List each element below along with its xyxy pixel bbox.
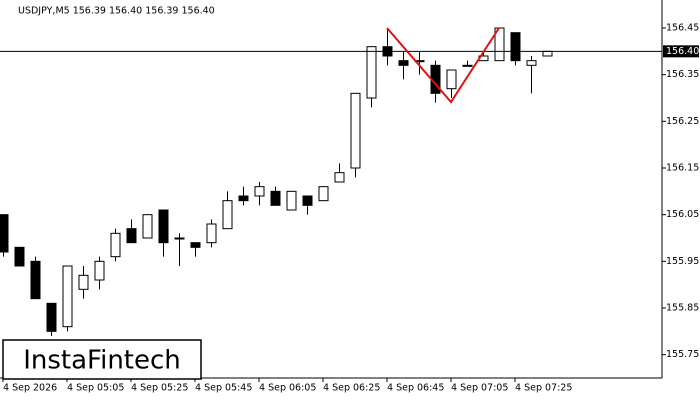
x-tick-label: 4 Sep 07:25 [515,383,572,394]
x-tick-label: 4 Sep 05:45 [195,383,252,394]
x-tick-label: 4 Sep 06:45 [387,383,444,394]
chart-title: USDJPY,M5 156.39 156.40 156.39 156.40 [18,6,215,17]
x-tick-label: 4 Sep 06:25 [323,383,380,394]
x-tick-label: 4 Sep 05:05 [67,383,124,394]
y-tick-label: 155.75 [666,349,699,360]
candle-body [174,237,185,240]
candle-body [286,190,297,211]
candle-body [14,246,25,267]
candle-body [302,195,313,206]
candle-body [318,186,329,202]
y-tick-label: 156.15 [666,163,699,174]
candle-body [126,228,137,244]
y-tick-label: 156.25 [666,116,699,127]
candle-body [526,60,537,66]
candle-body [542,50,553,57]
candle-body [30,260,41,300]
candle-body [270,190,281,206]
candle-body [0,214,9,253]
candle-body [46,302,57,332]
candle-body [238,195,249,202]
candle-body [62,265,73,328]
candle-body [110,232,121,258]
x-tick-label: 4 Sep 2026 [3,383,57,394]
candle-body [510,32,521,62]
candle-body [462,64,473,67]
candle-body [94,260,105,281]
x-tick-label: 4 Sep 05:25 [131,383,188,394]
current-price-box [663,45,699,58]
candle-body [494,27,505,62]
current-price-label: 156.40 [666,46,699,57]
x-tick-label: 4 Sep 07:05 [451,383,508,394]
candle-body [366,46,377,99]
candle-body [254,186,265,197]
candle-body [222,200,233,230]
double-top-pattern [386,27,500,104]
y-tick-label: 155.95 [666,256,699,267]
candle-body [446,69,457,90]
candle-body [350,92,361,169]
candle-body [78,274,89,290]
x-tick-label: 4 Sep 06:05 [259,383,316,394]
y-tick-label: 156.05 [666,209,699,220]
logo-box [2,339,202,380]
y-tick-label: 155.85 [666,303,699,314]
y-tick-label: 156.35 [666,69,699,80]
candle-body [334,172,345,183]
logo: InstaFintech [23,346,181,376]
candle-body [206,223,217,244]
candle-body [398,60,409,66]
y-tick-label: 156.45 [666,23,699,34]
candle-body [142,214,153,239]
candle-body [158,209,169,244]
candle-body [190,242,201,248]
